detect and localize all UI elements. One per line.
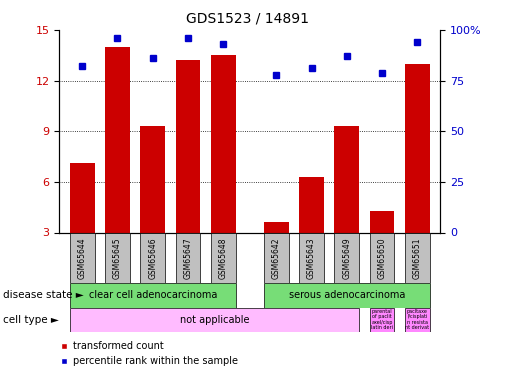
Text: GSM65642: GSM65642: [272, 237, 281, 279]
Text: GSM65649: GSM65649: [342, 237, 351, 279]
Bar: [70, 308, 359, 332]
Bar: [105, 47, 130, 232]
Text: GSM65647: GSM65647: [183, 237, 193, 279]
Bar: [141, 232, 165, 283]
Text: clear cell adenocarcinoma: clear cell adenocarcinoma: [89, 290, 217, 300]
Bar: [334, 232, 359, 283]
Text: cell type ►: cell type ►: [3, 315, 58, 325]
Legend: transformed count, percentile rank within the sample: transformed count, percentile rank withi…: [56, 338, 242, 370]
Bar: [176, 60, 200, 232]
Bar: [334, 126, 359, 232]
Bar: [70, 283, 236, 308]
Text: GSM65651: GSM65651: [413, 237, 422, 279]
Bar: [141, 126, 165, 232]
Bar: [211, 56, 236, 232]
Text: GSM65644: GSM65644: [78, 237, 87, 279]
Bar: [370, 232, 394, 283]
Bar: [264, 222, 288, 232]
Bar: [70, 164, 95, 232]
Text: GSM65645: GSM65645: [113, 237, 122, 279]
Bar: [264, 232, 288, 283]
Text: GSM65646: GSM65646: [148, 237, 157, 279]
Bar: [299, 177, 324, 232]
Bar: [299, 232, 324, 283]
Text: not applicable: not applicable: [180, 315, 249, 325]
Text: GSM65650: GSM65650: [377, 237, 387, 279]
Bar: [176, 232, 200, 283]
Bar: [370, 308, 394, 332]
Bar: [370, 211, 394, 232]
Text: pacltaxe
l/cisplati
n resista
nt derivat: pacltaxe l/cisplati n resista nt derivat: [405, 309, 430, 330]
Text: GSM65643: GSM65643: [307, 237, 316, 279]
Bar: [405, 308, 430, 332]
Bar: [105, 232, 130, 283]
Text: serous adenocarcinoma: serous adenocarcinoma: [288, 290, 405, 300]
Bar: [70, 232, 95, 283]
Text: GDS1523 / 14891: GDS1523 / 14891: [186, 11, 308, 25]
Text: disease state ►: disease state ►: [3, 290, 83, 300]
Bar: [211, 232, 236, 283]
Bar: [405, 232, 430, 283]
Bar: [264, 283, 430, 308]
Text: parental
of paclit
axel/cisp
latin deri: parental of paclit axel/cisp latin deri: [371, 309, 393, 330]
Bar: [405, 64, 430, 232]
Text: GSM65648: GSM65648: [219, 237, 228, 279]
